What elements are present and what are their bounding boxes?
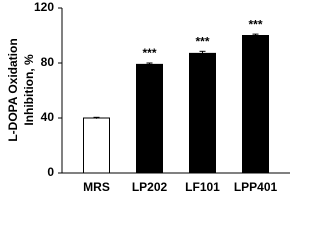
bar — [83, 117, 110, 174]
significance-label: *** — [195, 34, 209, 48]
y-tick-label: 0 — [47, 165, 54, 179]
y-axis-title: L-DOPA Oxidation — [6, 38, 20, 141]
significance-label: *** — [248, 17, 262, 31]
x-tick-label: MRS — [83, 180, 110, 194]
x-tick-label: LP202 — [132, 180, 168, 194]
significance-label: *** — [142, 46, 156, 60]
x-tick-label: LPP401 — [234, 180, 278, 194]
y-tick-label: 120 — [34, 0, 54, 14]
y-tick-label: 40 — [41, 110, 55, 124]
y-tick-label: 80 — [41, 55, 55, 69]
chart: L-DOPA Oxidation Inhibition, % 0 40 80 120 M… — [6, 0, 290, 194]
bar — [242, 35, 269, 174]
x-tick-label: LF101 — [185, 180, 220, 194]
bar — [136, 63, 163, 174]
bar — [189, 52, 216, 174]
y-axis-title: Inhibition, % — [22, 54, 36, 126]
